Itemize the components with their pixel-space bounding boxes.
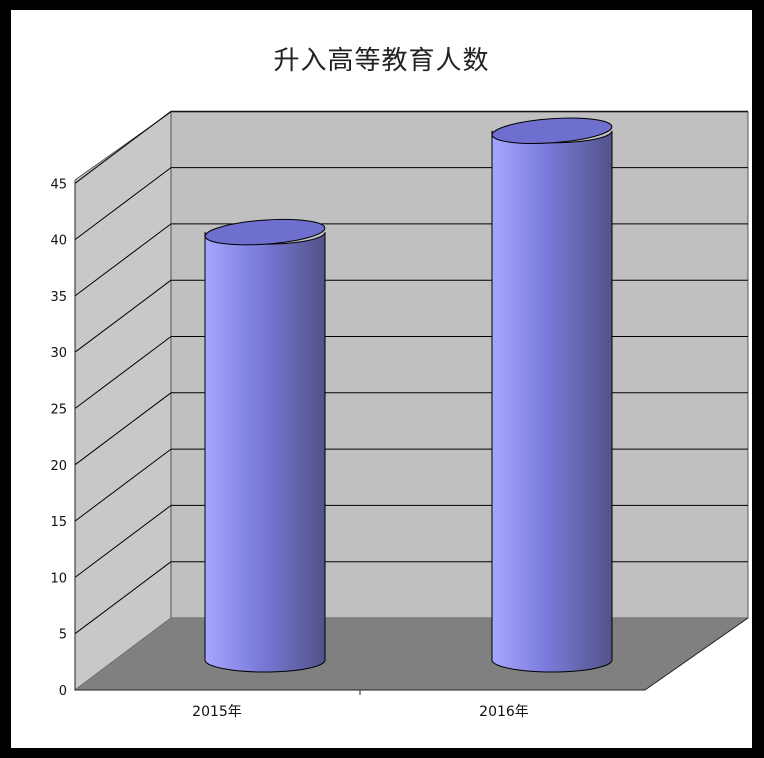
chart-title: 升入高等教育人数 bbox=[273, 46, 490, 76]
y-tick-label: 20 bbox=[50, 459, 67, 474]
side-wall bbox=[74, 111, 172, 691]
y-tick-label: 30 bbox=[50, 346, 67, 361]
floor-edge bbox=[644, 617, 749, 691]
y-tick-label: 0 bbox=[59, 684, 67, 699]
axes bbox=[74, 183, 749, 695]
x-category-label: 2016年 bbox=[479, 704, 529, 720]
gridline-side bbox=[74, 110, 172, 184]
bar-top bbox=[204, 218, 326, 246]
y-tick-label: 15 bbox=[50, 515, 67, 530]
y-tick-label: 10 bbox=[50, 571, 67, 586]
bar-body bbox=[204, 232, 326, 673]
floor bbox=[75, 618, 748, 690]
gridline-side bbox=[74, 336, 172, 409]
gridline-side bbox=[74, 561, 172, 635]
y-tick-label: 25 bbox=[50, 403, 67, 418]
bar-body bbox=[491, 130, 613, 673]
bar bbox=[491, 117, 613, 673]
gridline-side bbox=[74, 448, 172, 522]
gridline-side bbox=[74, 223, 172, 297]
x-axis-categories: 2015年 2016年 bbox=[192, 704, 529, 720]
y-axis-ticks: 0 5 10 15 20 25 30 35 40 45 bbox=[50, 177, 67, 699]
gridline-side bbox=[74, 392, 172, 466]
y-tick-label: 35 bbox=[50, 290, 67, 305]
y-tick-label: 45 bbox=[50, 177, 67, 192]
gridline-side bbox=[74, 167, 172, 241]
gridline-side bbox=[74, 279, 172, 353]
y-tick-label: 5 bbox=[59, 628, 67, 643]
y-tick-label: 40 bbox=[50, 234, 67, 249]
bar-top bbox=[491, 117, 613, 144]
bars bbox=[204, 117, 613, 673]
bar bbox=[204, 218, 326, 673]
x-category-label: 2015年 bbox=[192, 704, 242, 720]
gridline-side bbox=[74, 504, 172, 578]
